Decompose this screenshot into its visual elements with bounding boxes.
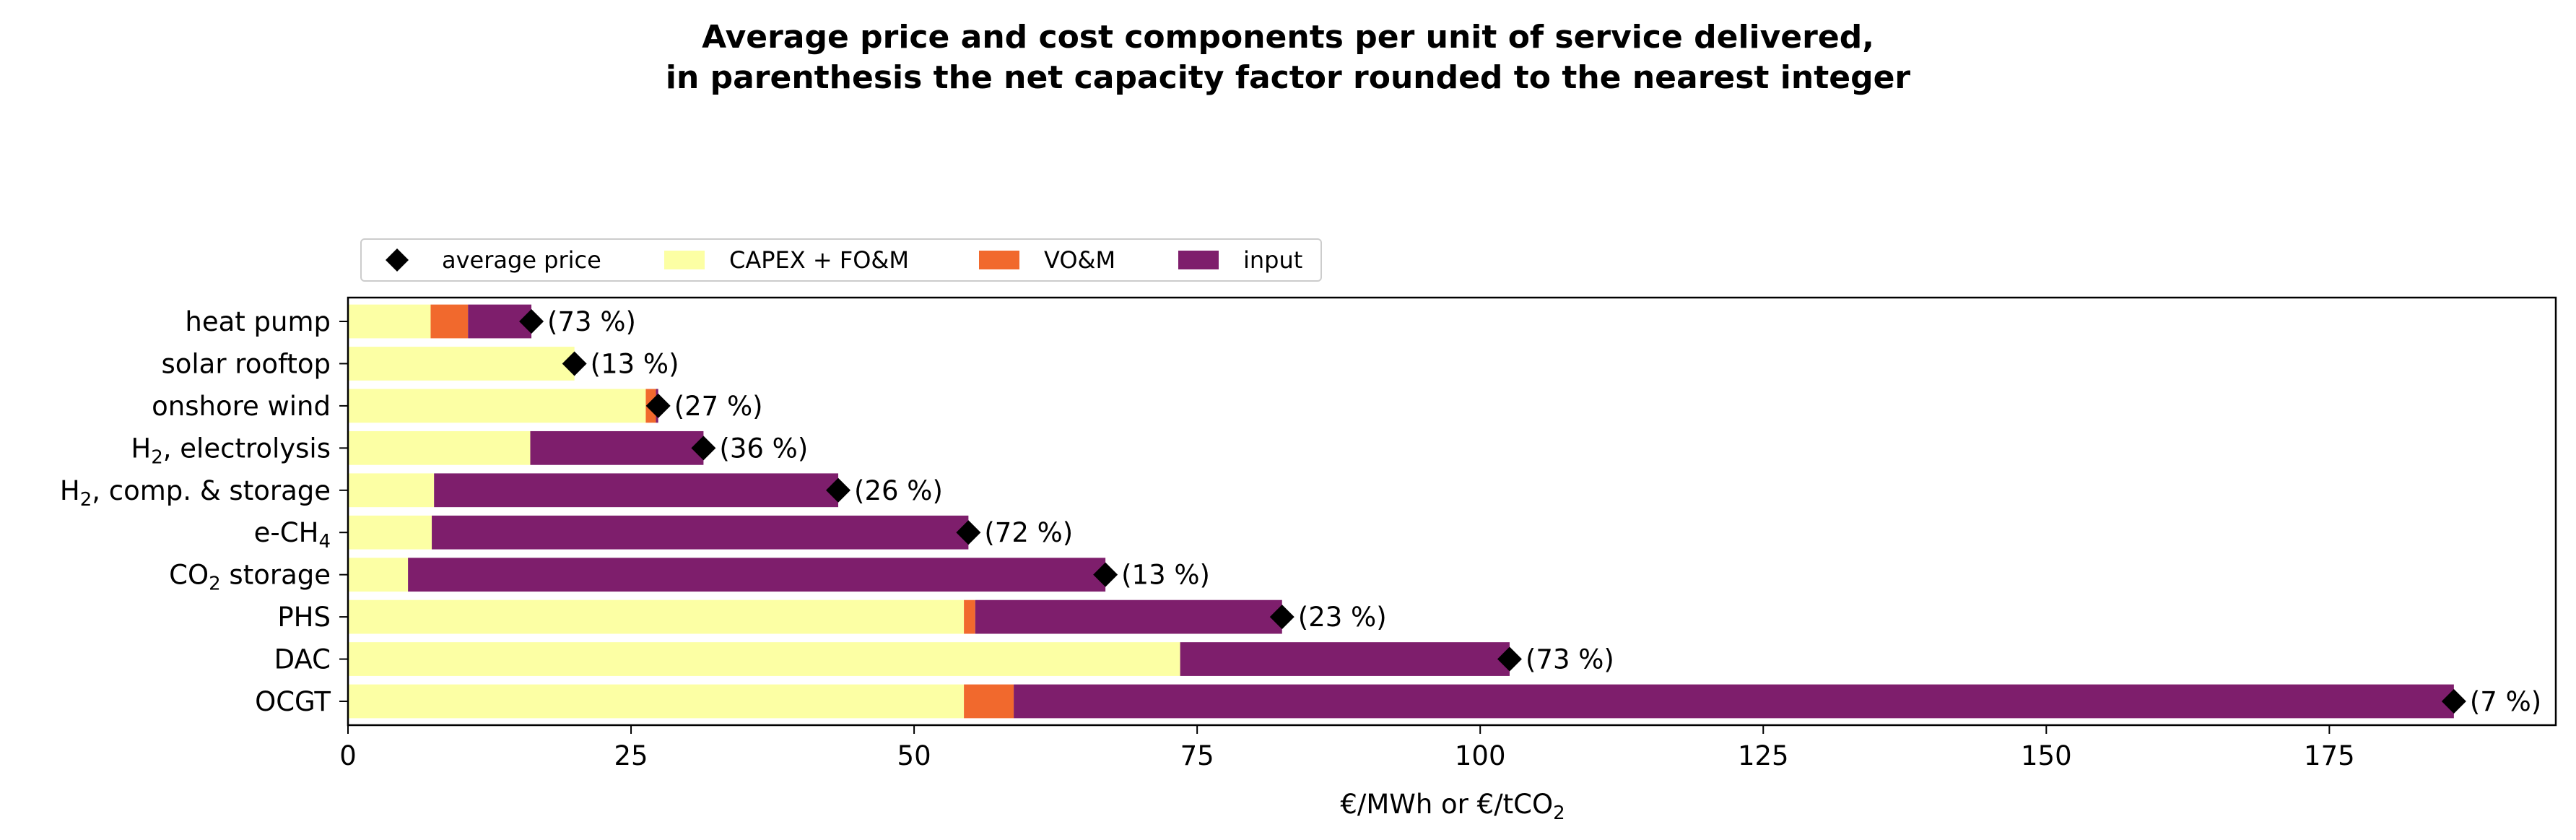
bar-capex-7 [348, 599, 965, 634]
y-tick-label-3: H2, electrolysis [131, 433, 331, 468]
average-price-markers [519, 309, 2466, 714]
legend-frame [360, 238, 1322, 282]
bar-input-4 [434, 473, 839, 508]
y-tick-label-4: H2, comp. & storage [60, 475, 331, 511]
legend-swatch-input [1178, 251, 1219, 269]
bar-capex-6 [348, 558, 409, 592]
x-tick-label-0: 0 [339, 740, 357, 771]
average-price-marker-9 [2441, 688, 2466, 714]
bar-capex-2 [348, 389, 646, 423]
bar-capex-1 [348, 347, 575, 381]
bar-capex-9 [348, 684, 965, 719]
bar-capex-4 [348, 473, 435, 508]
average-price-marker-4 [826, 477, 851, 503]
capacity-factor-label-9: (7 %) [2470, 686, 2541, 717]
bar-capex-8 [348, 642, 1180, 676]
y-tick-label-5: e-CH4 [254, 517, 331, 553]
legend-label-average_price: average price [442, 246, 601, 274]
capacity-factor-label-1: (13 %) [591, 348, 679, 379]
legend-swatch-capex [664, 251, 705, 269]
x-tick-label-2: 50 [897, 740, 931, 771]
capacity-factor-label-4: (26 %) [854, 475, 943, 506]
bar-capex-0 [348, 304, 431, 339]
bar-input-8 [1180, 642, 1510, 676]
legend-label-input: input [1243, 246, 1302, 274]
chart-title-line-2: in parenthesis the net capacity factor r… [666, 59, 1911, 96]
bar-capex-5 [348, 515, 432, 550]
bar-capex-3 [348, 430, 531, 465]
capacity-factor-label-5: (72 %) [984, 517, 1073, 548]
average-price-marker-0 [519, 309, 544, 334]
y-tick-label-9: OCGT [255, 686, 331, 717]
y-tick-label-1: solar rooftop [161, 348, 331, 379]
bar-input-6 [408, 558, 1106, 592]
legend: average price CAPEX + FO&M VO&M input [360, 238, 1322, 282]
x-tick-label-4: 100 [1455, 740, 1506, 771]
y-tick-label-8: DAC [274, 644, 331, 675]
y-tick-label-6: CO2 storage [169, 560, 331, 595]
y-tick-label-0: heat pump [185, 306, 331, 337]
chart-title: Average price and cost components per un… [666, 19, 1911, 96]
x-tick-label-7: 175 [2304, 740, 2355, 771]
average-price-marker-8 [1497, 646, 1522, 672]
chart-title-line-1: Average price and cost components per un… [702, 19, 1874, 56]
x-tick-label-1: 25 [614, 740, 648, 771]
x-tick-label-6: 150 [2021, 740, 2072, 771]
average-price-marker-3 [691, 436, 716, 461]
bar-vom-9 [964, 684, 1014, 719]
average-price-marker-1 [562, 351, 587, 376]
capacity-factor-label-8: (73 %) [1526, 644, 1614, 675]
x-tick-label-5: 125 [1738, 740, 1789, 771]
bar-vom-7 [964, 599, 975, 634]
bar-input-3 [530, 430, 704, 465]
capacity-factor-label-7: (23 %) [1298, 602, 1387, 633]
capacity-factor-label-2: (27 %) [674, 391, 763, 422]
average-price-marker-5 [956, 520, 981, 545]
x-tick-label-3: 75 [1180, 740, 1214, 771]
capacity-factor-label-6: (13 %) [1121, 560, 1210, 591]
legend-label-capex: CAPEX + FO&M [729, 246, 909, 274]
capacity-factor-label-3: (36 %) [719, 433, 808, 464]
average-price-marker-6 [1093, 562, 1118, 587]
capacity-factor-label-0: (73 %) [547, 306, 636, 337]
legend-marker-average_price [386, 248, 409, 272]
plot-frame [347, 296, 2557, 727]
bar-input-5 [432, 515, 969, 550]
bar-input-7 [975, 599, 1282, 634]
x-axis-label: €/MWh or €/tCO2 [1340, 789, 1565, 824]
y-tick-label-7: PHS [277, 602, 331, 633]
bar-vom-0 [430, 304, 469, 339]
bar-input-9 [1014, 684, 2454, 719]
bars [348, 304, 2454, 719]
average-price-marker-7 [1269, 605, 1294, 630]
y-tick-label-2: onshore wind [152, 391, 331, 422]
capacity-factor-labels: (73 %) (13 %) (27 %) (36 %) (26 %) (72 %) (13 … [547, 306, 2541, 717]
legend-swatch-vom [979, 251, 1019, 269]
average-price-marker-2 [645, 393, 671, 418]
legend-label-vom: VO&M [1044, 246, 1115, 274]
axes: 0 25 50 75 100 125 150 175 heat pump solar roofto… [60, 296, 2557, 771]
